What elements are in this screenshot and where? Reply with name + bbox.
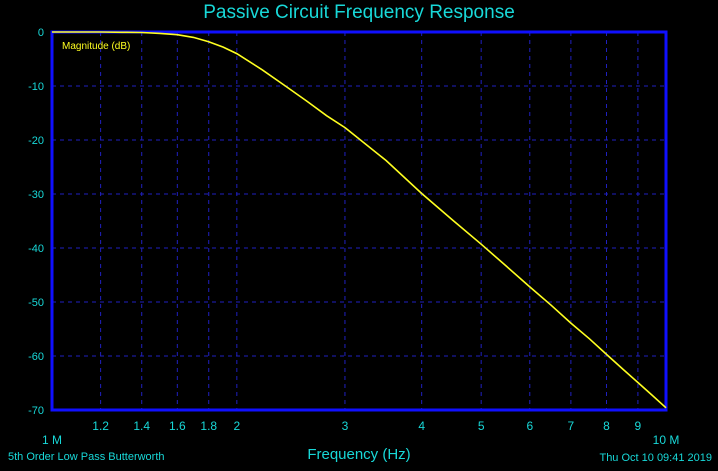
x-tick-label: 1 M xyxy=(42,433,62,447)
y-tick-label: -10 xyxy=(28,81,44,93)
y-tick-label: -40 xyxy=(28,243,44,255)
x-tick-label: 6 xyxy=(526,419,533,433)
x-tick-label: 7 xyxy=(568,419,575,433)
plot-frame xyxy=(50,30,668,412)
x-tick-label: 9 xyxy=(635,419,642,433)
x-tick-label: 4 xyxy=(418,419,425,433)
x-tick-label: 8 xyxy=(603,419,610,433)
x-tick-label: 5 xyxy=(478,419,485,433)
x-tick-label: 3 xyxy=(342,419,349,433)
y-tick-label: -30 xyxy=(28,189,44,201)
y-tick-label: -70 xyxy=(28,405,44,417)
x-tick-label: 2 xyxy=(233,419,240,433)
x-axis-ticks: 1 M 1.2 1.4 1.6 1.8 2 3 4 5 6 7 8 9 10 M xyxy=(42,419,679,447)
x-axis-label: Frequency (Hz) xyxy=(307,446,411,463)
circuit-name: 5th Order Low Pass Butterworth xyxy=(8,451,165,463)
series-line-magnitude xyxy=(52,31,667,409)
y-tick-label: -50 xyxy=(28,297,44,309)
legend-entry-magnitude: Magnitude (dB) xyxy=(62,41,130,52)
x-tick-label: 1.8 xyxy=(200,419,217,433)
x-tick-label: 1.6 xyxy=(169,419,186,433)
y-tick-label: -20 xyxy=(28,135,44,147)
y-axis-ticks: 0 -10 -20 -30 -40 -50 -60 -70 xyxy=(28,27,44,417)
x-tick-label: 1.4 xyxy=(133,419,150,433)
grid xyxy=(52,32,666,410)
x-tick-label: 1.2 xyxy=(92,419,109,433)
chart-title: Passive Circuit Frequency Response xyxy=(203,2,515,23)
x-tick-label: 10 M xyxy=(653,433,680,447)
y-tick-label: -60 xyxy=(28,351,44,363)
y-tick-label: 0 xyxy=(38,27,44,39)
timestamp: Thu Oct 10 09:41 2019 xyxy=(599,452,712,464)
